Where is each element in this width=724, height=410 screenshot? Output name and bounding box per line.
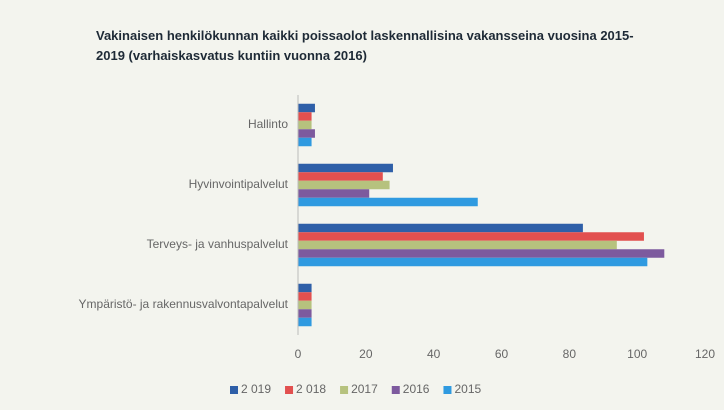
- x-tick-label: 20: [359, 347, 373, 361]
- x-tick-label: 80: [563, 347, 577, 361]
- legend-swatch: [391, 386, 400, 394]
- x-tick-label: 40: [427, 347, 441, 361]
- x-tick-label: 60: [495, 347, 509, 361]
- legend-label: 2017: [351, 382, 378, 396]
- legend-label: 2 018: [296, 382, 326, 396]
- x-tick-label: 0: [295, 347, 302, 361]
- legend-swatch: [443, 386, 452, 394]
- bar: [298, 197, 478, 207]
- legend-label: 2015: [454, 382, 481, 396]
- legend-swatch: [230, 386, 238, 394]
- legend-swatch: [285, 386, 294, 394]
- bar: [298, 112, 312, 121]
- bar: [298, 129, 315, 138]
- legend-label: 2 019: [241, 382, 271, 396]
- bar: [298, 317, 312, 327]
- y-tick-label: Terveys- ja vanhuspalvelut: [147, 237, 289, 251]
- bar: [298, 223, 583, 233]
- bar: [298, 292, 312, 301]
- bar: [298, 249, 665, 258]
- bar: [298, 309, 312, 318]
- bar: [298, 257, 648, 267]
- bar: [298, 240, 617, 250]
- bar: [298, 137, 312, 147]
- y-tick-label: Hyvinvointipalvelut: [189, 177, 289, 191]
- y-tick-label: Ympäristö- ja rakennusvalvontapalvelut: [79, 297, 289, 311]
- bar: [298, 189, 370, 198]
- chart-title: Vakinaisen henkilökunnan kaikki poissaol…: [96, 28, 634, 63]
- x-tick-label: 120: [695, 347, 715, 361]
- bar: [298, 283, 312, 293]
- x-tick-label: 100: [627, 347, 647, 361]
- bar: [298, 120, 312, 130]
- y-tick-label: Hallinto: [248, 117, 288, 131]
- legend-label: 2016: [403, 382, 430, 396]
- bar: [298, 103, 315, 113]
- bar: [298, 163, 393, 173]
- bar: [298, 232, 644, 241]
- legend-swatch: [340, 386, 349, 394]
- bar: [298, 180, 390, 190]
- bar: [298, 172, 383, 181]
- bar: [298, 300, 312, 310]
